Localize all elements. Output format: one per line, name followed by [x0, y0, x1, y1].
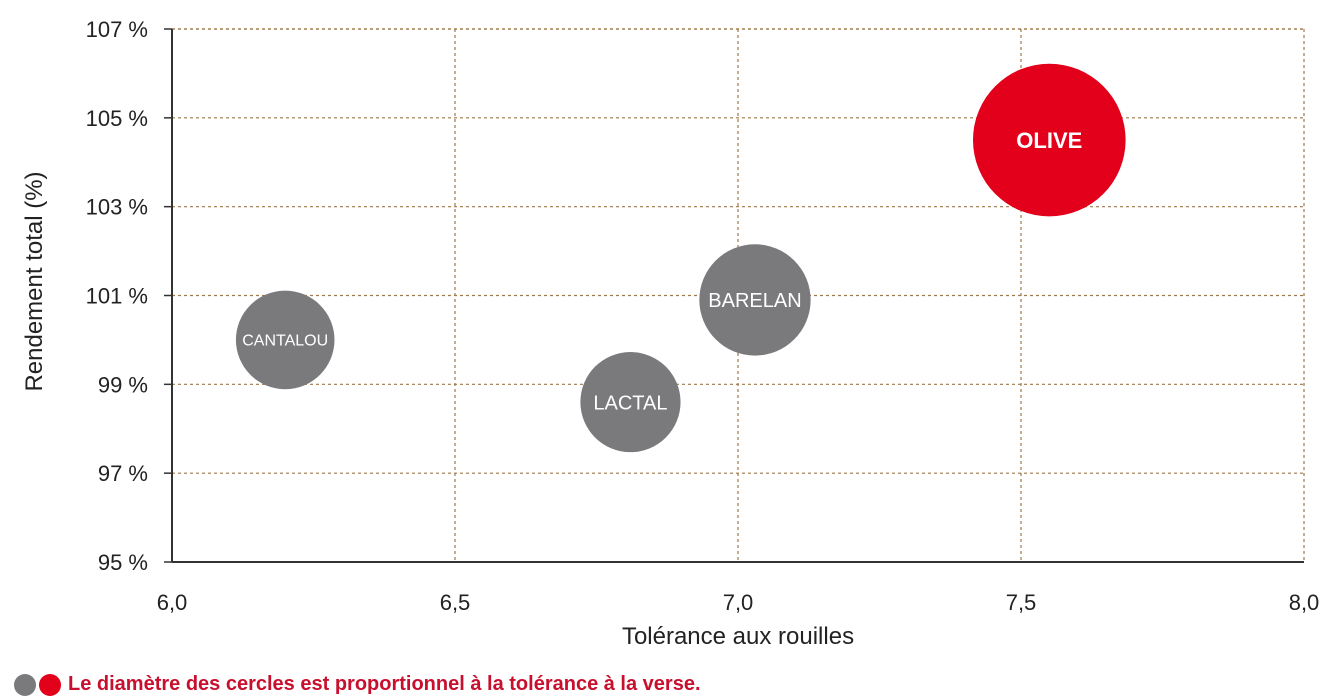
y-tick-label: 103 %	[86, 195, 148, 220]
y-tick-label: 95 %	[98, 550, 148, 575]
x-tick-labels: 6,0 6,5 7,0 7,5 8,0	[157, 590, 1320, 615]
x-tick-label: 6,5	[440, 590, 471, 615]
bubble-label: CANTALOU	[242, 333, 328, 350]
bubble-barelan	[699, 244, 811, 356]
bubble-label: LACTAL	[593, 392, 667, 414]
legend-note: Le diamètre des cercles est proportionne…	[14, 673, 701, 696]
x-tick-label: 6,0	[157, 590, 188, 615]
red-circle-icon	[39, 673, 61, 696]
axes	[164, 28, 1304, 563]
y-tick-label: 99 %	[98, 372, 148, 397]
bubble-label: BARELAN	[708, 290, 801, 312]
bubble-olive	[972, 63, 1126, 217]
y-tick-label: 97 %	[98, 461, 148, 486]
bubble-lactal	[580, 352, 681, 453]
y-tick-label: 105 %	[86, 106, 148, 131]
gridlines	[172, 28, 1305, 562]
x-tick-label: 8,0	[1289, 590, 1320, 615]
x-axis-title: Tolérance aux rouilles	[622, 623, 854, 650]
y-tick-labels: 95 % 97 % 99 % 101 % 103 % 105 % 107 %	[86, 17, 148, 575]
y-tick-label: 101 %	[86, 284, 148, 309]
x-tick-label: 7,5	[1006, 590, 1037, 615]
bubble-label: OLIVE	[1016, 128, 1082, 153]
bubbles: CANTALOU LACTAL BARELAN OLIVE	[235, 63, 1126, 453]
legend-note-text: Le diamètre des cercles est proportionne…	[68, 673, 701, 695]
grey-circle-icon	[14, 673, 36, 696]
y-axis-title: Rendement total (%)	[21, 171, 48, 391]
y-tick-label: 107 %	[86, 17, 148, 42]
bubble-cantalou	[235, 290, 335, 390]
x-tick-label: 7,0	[723, 590, 754, 615]
